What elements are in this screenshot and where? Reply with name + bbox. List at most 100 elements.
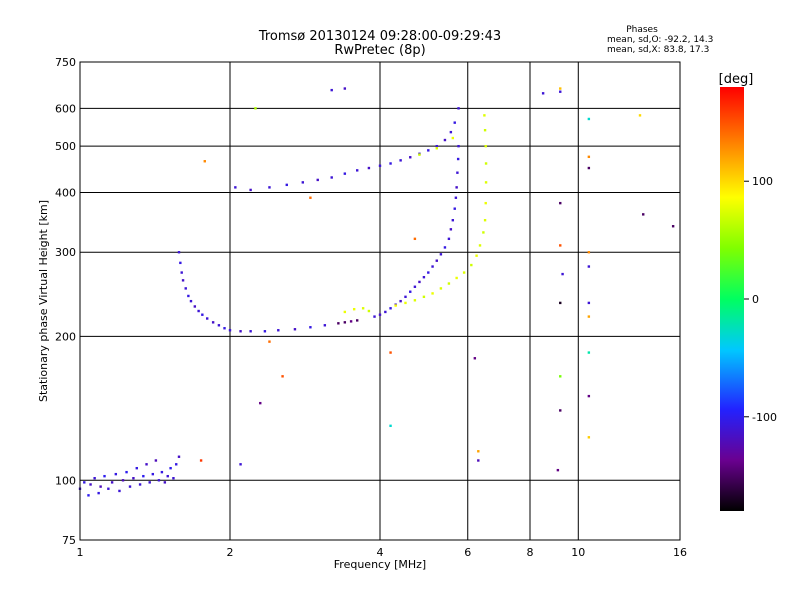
data-point [125, 470, 128, 474]
y-tick-label: 400 [55, 186, 76, 199]
data-point [268, 340, 271, 343]
data-point [110, 481, 114, 484]
data-point [559, 201, 562, 205]
data-point [337, 322, 340, 325]
data-point [184, 287, 187, 290]
data-point [187, 294, 190, 298]
grid-lines [80, 62, 680, 540]
data-point [455, 186, 458, 189]
data-point [541, 92, 545, 95]
data-point [389, 162, 392, 165]
data-point [413, 237, 417, 241]
data-point [587, 117, 591, 121]
data-point [83, 481, 86, 484]
data-point [451, 136, 455, 140]
data-point [462, 271, 466, 274]
data-point [223, 327, 226, 330]
data-point [435, 259, 438, 262]
data-point [87, 494, 90, 497]
data-point [422, 295, 426, 299]
data-point [367, 166, 371, 170]
data-point [349, 320, 353, 323]
data-point [285, 183, 288, 187]
data-point [439, 287, 443, 290]
data-point [587, 351, 591, 354]
data-point [179, 261, 182, 265]
data-point [217, 324, 221, 327]
data-point [413, 285, 417, 288]
data-point [389, 424, 392, 428]
x-tick-label: 4 [377, 546, 384, 559]
data-point [199, 459, 203, 462]
data-point [447, 282, 451, 285]
data-point [151, 472, 155, 476]
data-point [378, 164, 382, 167]
data-point [435, 144, 438, 148]
x-axis-ticks: 1 2 4 6 8 10 16 [77, 546, 688, 559]
data-point [418, 153, 421, 156]
data-point [121, 479, 125, 482]
x-tick-label: 8 [527, 546, 534, 559]
data-point [316, 178, 319, 182]
y-tick-label: 500 [55, 140, 76, 153]
data-point [587, 265, 591, 268]
x-tick-label: 10 [571, 546, 585, 559]
data-point [356, 319, 359, 322]
data-point [449, 130, 453, 134]
data-point [281, 375, 284, 378]
data-point [180, 271, 183, 274]
data-point [559, 90, 562, 93]
data-point [443, 246, 447, 249]
data-point [239, 463, 242, 466]
data-point [277, 329, 280, 332]
data-point [177, 251, 181, 254]
data-point [483, 219, 487, 222]
data-point [427, 149, 430, 152]
data-point [559, 409, 562, 412]
data-point [587, 155, 591, 159]
data-point [142, 474, 145, 478]
data-point [343, 87, 347, 90]
data-point [642, 213, 645, 216]
data-point [157, 479, 161, 482]
data-point [389, 351, 392, 354]
data-point [263, 330, 267, 333]
data-point [561, 272, 564, 276]
data-point [138, 483, 142, 486]
data-point [99, 485, 102, 488]
y-axis-ticks: 75 100 200 300 400 500 600 750 [55, 56, 76, 547]
data-point [330, 88, 333, 92]
colorbar-tick-label: 0 [752, 293, 759, 306]
data-point [587, 301, 591, 305]
data-point [404, 301, 407, 305]
data-point [559, 301, 562, 305]
chart-title: Tromsø 20130124 09:28:00-09:29:43 [258, 29, 501, 44]
data-point [587, 394, 591, 398]
data-point [114, 472, 118, 476]
data-point [484, 144, 487, 148]
data-point [454, 196, 458, 199]
data-point [435, 147, 438, 150]
data-point [309, 196, 312, 199]
data-point [455, 276, 458, 280]
data-point [309, 326, 312, 329]
x-axis-label: Frequency [MHz] [334, 558, 426, 571]
phase-stats-x: mean, sd,X: 83.8, 17.3 [607, 45, 709, 55]
data-point [378, 313, 382, 316]
data-point [484, 201, 487, 205]
data-point [330, 176, 333, 179]
data-point [118, 489, 121, 493]
data-point [356, 169, 359, 172]
data-point [484, 181, 488, 184]
data-point [443, 138, 447, 142]
data-point [181, 279, 185, 282]
data-point [361, 307, 365, 310]
colorbar [720, 87, 744, 511]
data-point [422, 275, 426, 279]
data-point [301, 181, 305, 184]
data-point [89, 483, 92, 486]
data-point [431, 265, 434, 268]
data-point [451, 219, 455, 222]
data-point [343, 310, 347, 314]
data-point [254, 107, 257, 110]
